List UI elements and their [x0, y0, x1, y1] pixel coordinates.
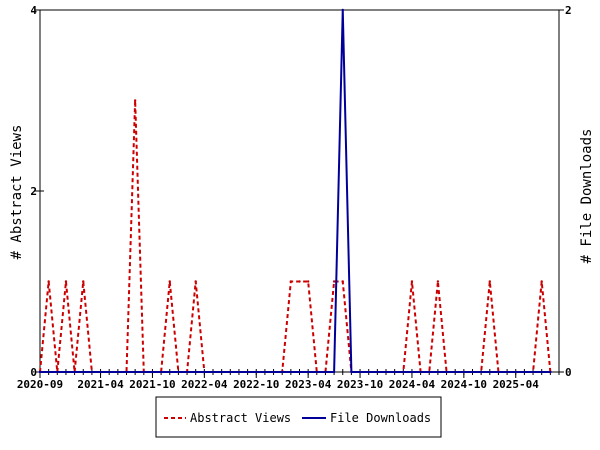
legend: Abstract Views File Downloads	[155, 396, 442, 438]
y-right-tick-label: 0	[565, 366, 572, 379]
data-point	[549, 370, 552, 374]
data-point	[298, 280, 301, 283]
series-line-abstract-views	[39, 99, 552, 373]
x-tick-label: 2024-10	[441, 378, 487, 391]
y-left-tick-label: 2	[30, 185, 37, 198]
data-point	[410, 280, 414, 283]
data-point	[332, 370, 336, 374]
x-tick-label: 2023-04	[285, 378, 332, 391]
data-point	[540, 280, 543, 283]
legend-label-abstract-views: Abstract Views	[190, 411, 291, 425]
axes: 2020-09 2021-04 2021-10 2022-04 2022-10 2023-…	[17, 4, 572, 391]
data-point	[341, 8, 344, 12]
data-point	[289, 280, 293, 283]
data-point	[194, 280, 197, 283]
data-point	[133, 99, 137, 102]
series-layer	[38, 8, 552, 374]
data-point	[64, 280, 68, 283]
data-point	[488, 280, 491, 283]
y-left-tick-label: 4	[30, 4, 37, 17]
y-right-axis-title: # File Downloads	[579, 129, 595, 264]
data-point	[47, 280, 50, 283]
x-tick-label: 2024-04	[389, 378, 436, 391]
y-right-tick-label: 2	[565, 4, 572, 17]
data-point	[38, 370, 42, 374]
data-point	[168, 280, 171, 283]
data-point	[332, 280, 336, 283]
x-tick-label: 2022-04	[181, 378, 228, 391]
data-point	[82, 280, 85, 283]
x-tick-label: 2025-04	[493, 378, 540, 391]
x-tick-label: 2021-10	[129, 378, 175, 391]
x-tick-label: 2020-09	[17, 378, 63, 391]
series-line-file-downloads	[40, 9, 551, 373]
data-point	[306, 280, 310, 283]
x-tick-label: 2023-10	[337, 378, 383, 391]
y-left-tick-label: 0	[30, 366, 37, 379]
x-tick-label: 2021-04	[77, 378, 124, 391]
legend-label-file-downloads: File Downloads	[330, 411, 431, 425]
data-point	[324, 370, 327, 374]
plot-frame	[39, 9, 560, 373]
x-tick-label: 2022-10	[233, 378, 279, 391]
data-point	[350, 370, 353, 374]
legend-box	[155, 396, 442, 438]
y-left-axis-title: # Abstract Views	[9, 125, 25, 260]
data-point	[341, 280, 344, 283]
data-point	[436, 280, 440, 283]
